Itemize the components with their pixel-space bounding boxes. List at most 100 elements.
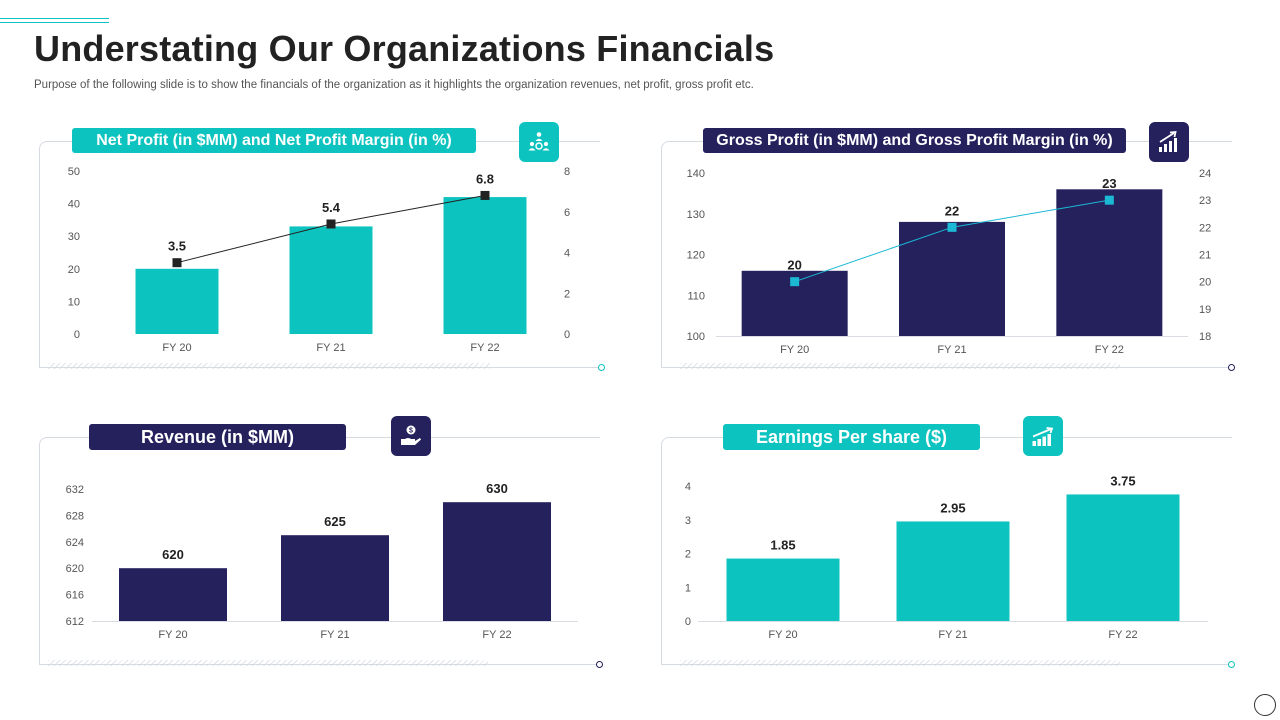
- y-left-tick-label: 624: [66, 537, 84, 549]
- bar: [1066, 494, 1180, 621]
- line-point: [480, 190, 490, 200]
- bar-growth-icon: [1023, 416, 1063, 456]
- line-point: [326, 219, 336, 229]
- y-left-tick-label: 3: [685, 515, 691, 527]
- bar-data-label: 630: [486, 481, 508, 496]
- net-profit-chart: 0 10 20 30 40 50 0 2 4 6 8 FY 20 FY 21 FY 22 3.5 5.4 6.8: [68, 166, 570, 354]
- team-money-icon: [519, 122, 559, 162]
- y-right-tick-label: 2: [564, 288, 570, 300]
- x-category-label: FY 21: [320, 629, 349, 641]
- panel-hatch: [680, 660, 1120, 666]
- panel-end-dot: [596, 661, 603, 668]
- net-profit-chart-title: Net Profit (in $MM) and Net Profit Margi…: [72, 128, 476, 153]
- y-left-tick-label: 632: [66, 484, 84, 496]
- y-right-tick-label: 0: [564, 329, 570, 341]
- y-left-tick-label: 4: [685, 481, 691, 493]
- y-right-tick-label: 4: [564, 248, 570, 260]
- hand-coin-icon: $: [391, 416, 431, 456]
- y-left-tick-label: 30: [68, 231, 80, 243]
- panel-end-dot: [598, 364, 605, 371]
- x-category-label: FY 20: [780, 344, 809, 356]
- x-category-label: FY 22: [470, 342, 499, 354]
- y-left-tick-label: 130: [687, 209, 705, 221]
- line-data-label: 5.4: [322, 200, 341, 215]
- bar: [443, 197, 527, 334]
- panel-end-dot: [1228, 364, 1235, 371]
- panel-bottom-line: [39, 664, 599, 665]
- y-left-tick-label: 20: [68, 264, 80, 276]
- y-left-tick-label: 50: [68, 166, 80, 178]
- y-right-tick-label: 24: [1199, 168, 1211, 180]
- y-left-tick-label: 612: [66, 616, 84, 628]
- y-left-tick-label: 120: [687, 250, 705, 262]
- bar-data-label: 3.75: [1110, 473, 1135, 488]
- revenue-chart: 612 616 620 624 628 632 FY 20 FY 21 FY 22 620 625 6…: [66, 481, 578, 641]
- bar: [289, 226, 373, 334]
- y-right-tick-label: 18: [1199, 331, 1211, 343]
- bar: [1056, 189, 1163, 336]
- x-category-label: FY 20: [162, 342, 191, 354]
- line-data-label: 22: [945, 203, 959, 218]
- x-category-label: FY 20: [768, 629, 797, 641]
- panel-hatch: [48, 363, 490, 369]
- eps-chart-title: Earnings Per share ($): [723, 424, 980, 450]
- y-left-tick-label: 616: [66, 590, 84, 602]
- y-left-tick-label: 10: [68, 296, 80, 308]
- y-right-tick-label: 6: [564, 207, 570, 219]
- line-data-label: 3.5: [168, 239, 186, 254]
- y-right-tick-label: 21: [1199, 250, 1211, 262]
- y-left-tick-label: 140: [687, 168, 705, 180]
- line-point: [947, 222, 957, 232]
- line-point: [790, 277, 800, 287]
- y-left-tick-label: 628: [66, 510, 84, 522]
- y-left-tick-label: 40: [68, 199, 80, 211]
- y-left-tick-label: 620: [66, 563, 84, 575]
- panel-hatch: [680, 363, 1120, 369]
- bar: [899, 221, 1005, 336]
- bar-data-label: 1.85: [770, 538, 795, 553]
- x-category-label: FY 22: [1095, 344, 1124, 356]
- panel-bottom-line: [661, 367, 1231, 368]
- y-right-tick-label: 20: [1199, 277, 1211, 289]
- y-left-tick-label: 110: [687, 290, 705, 302]
- page-corner-circle: [1254, 694, 1276, 716]
- bar-data-label: 620: [162, 547, 184, 562]
- line-point: [1104, 195, 1114, 205]
- page-subtitle: Purpose of the following slide is to sho…: [34, 79, 754, 91]
- y-left-tick-label: 1: [685, 582, 691, 594]
- x-category-label: FY 20: [158, 629, 187, 641]
- panel-bottom-line: [39, 367, 599, 368]
- y-right-tick-label: 8: [564, 166, 570, 178]
- panel-end-dot: [1228, 661, 1235, 668]
- x-category-label: FY 21: [938, 629, 967, 641]
- y-right-tick-label: 19: [1199, 304, 1211, 316]
- line-data-label: 23: [1102, 176, 1116, 191]
- eps-chart: 0 1 2 3 4 FY 20 FY 21 FY 22 1.85 2.95 3.75: [685, 473, 1208, 641]
- bar: [726, 558, 840, 621]
- y-right-tick-label: 23: [1199, 195, 1211, 207]
- corner-accent-line: [0, 22, 109, 23]
- line-point: [172, 258, 182, 268]
- growth-chart-icon: [1149, 122, 1189, 162]
- y-left-tick-label: 0: [685, 616, 691, 628]
- revenue-chart-title: Revenue (in $MM): [89, 424, 346, 450]
- y-left-tick-label: 2: [685, 549, 691, 561]
- bar: [119, 568, 227, 621]
- panel-bottom-line: [661, 664, 1231, 665]
- corner-accent-line: [0, 18, 109, 19]
- panel-hatch: [48, 660, 488, 666]
- page-title: Understating Our Organizations Financial…: [34, 28, 775, 69]
- bar-data-label: 2.95: [940, 500, 965, 515]
- gross-profit-chart-title: Gross Profit (in $MM) and Gross Profit M…: [703, 128, 1126, 153]
- y-right-tick-label: 22: [1199, 222, 1211, 234]
- gross-profit-chart: 100 110 120 130 140 18 19 20 21 22 23 24 FY 20 FY 21 F…: [687, 168, 1212, 356]
- x-category-label: FY 21: [937, 344, 966, 356]
- bar: [443, 502, 551, 621]
- bar: [135, 268, 219, 334]
- bar-data-label: 625: [324, 514, 346, 529]
- svg-text:$: $: [409, 428, 413, 435]
- y-left-tick-label: 0: [74, 329, 80, 341]
- x-category-label: FY 22: [482, 629, 511, 641]
- line-data-label: 20: [787, 258, 801, 273]
- bar: [281, 535, 389, 621]
